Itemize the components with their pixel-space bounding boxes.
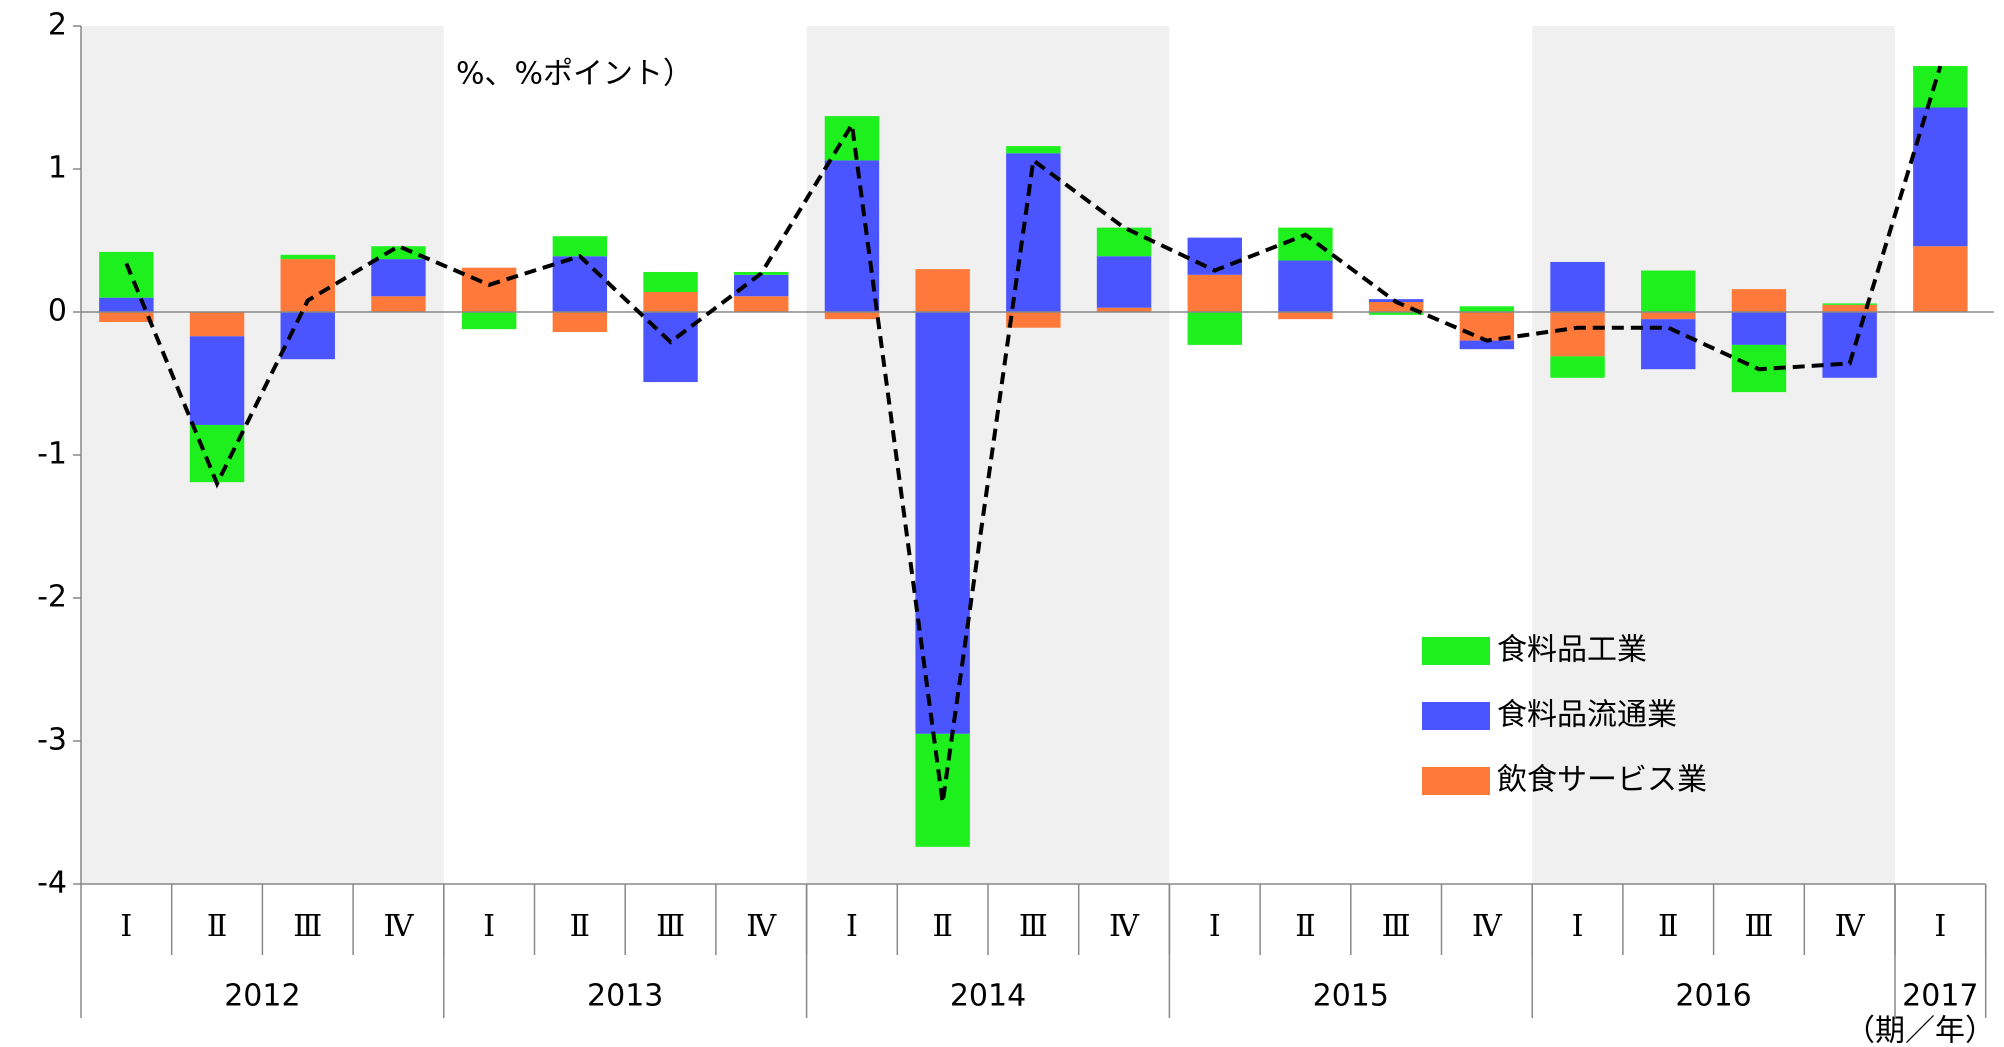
year-label: 2017 xyxy=(1902,979,1978,1014)
bar xyxy=(915,312,970,734)
bar xyxy=(1913,107,1968,247)
legend-label: 食料品流通業 xyxy=(1497,698,1677,733)
bar xyxy=(1006,312,1061,328)
x-tick-label: Ⅲ xyxy=(656,909,685,944)
bar xyxy=(915,269,970,312)
bar xyxy=(552,312,608,333)
bar xyxy=(371,259,426,297)
bar xyxy=(734,274,789,297)
bar xyxy=(1278,312,1333,320)
bar xyxy=(1096,227,1152,257)
bar xyxy=(1822,303,1877,305)
bar xyxy=(552,256,608,312)
x-tick-label: Ⅳ xyxy=(1835,909,1866,944)
y-tick-label: -2 xyxy=(37,580,67,615)
bar xyxy=(1913,66,1968,108)
bar xyxy=(1550,312,1605,357)
x-tick-label: Ⅱ xyxy=(1295,909,1315,944)
bar xyxy=(371,246,426,260)
bar xyxy=(1368,301,1424,312)
year-label: 2015 xyxy=(1313,979,1389,1014)
bar xyxy=(1187,312,1242,345)
x-tick-label: Ⅳ xyxy=(1109,909,1140,944)
y-tick-label: 1 xyxy=(48,151,67,186)
x-tick-label: Ⅱ xyxy=(207,909,227,944)
bar xyxy=(1459,340,1515,350)
year-label: 2013 xyxy=(587,979,663,1014)
y-tick-label: 0 xyxy=(48,294,67,329)
x-unit-label: （期／年） xyxy=(1845,1014,1995,1047)
bar xyxy=(1641,319,1696,370)
bar xyxy=(1187,274,1242,312)
x-tick-label: Ⅱ xyxy=(570,909,590,944)
x-tick-label: Ⅲ xyxy=(1019,909,1048,944)
year-band xyxy=(1532,26,1895,884)
legend-swatch xyxy=(1422,702,1490,730)
x-tick-label: Ⅰ xyxy=(120,909,132,944)
x-tick-label: Ⅳ xyxy=(1472,909,1503,944)
x-tick-label: Ⅳ xyxy=(383,909,414,944)
bar xyxy=(1550,261,1605,312)
x-tick-label: Ⅱ xyxy=(1658,909,1678,944)
bar xyxy=(1731,312,1787,345)
bar xyxy=(1096,256,1152,308)
bar xyxy=(1641,270,1696,312)
bar xyxy=(824,312,880,320)
year-label: 2016 xyxy=(1675,979,1751,1014)
bar xyxy=(1913,246,1968,312)
bar xyxy=(1822,312,1877,378)
bar xyxy=(1459,306,1515,312)
bar xyxy=(1459,312,1515,341)
bar xyxy=(1096,307,1152,312)
legend-label: 食料品工業 xyxy=(1497,633,1647,668)
year-label: 2014 xyxy=(950,979,1026,1014)
x-tick-label: Ⅰ xyxy=(1572,909,1584,944)
bar xyxy=(99,312,154,323)
bar xyxy=(734,296,789,312)
bar xyxy=(189,336,245,425)
bar xyxy=(371,296,426,312)
x-tick-label: Ⅰ xyxy=(1209,909,1221,944)
y-tick-label: -1 xyxy=(37,437,67,472)
bar xyxy=(643,271,698,292)
x-tick-label: Ⅲ xyxy=(1382,909,1411,944)
x-tick-label: Ⅲ xyxy=(293,909,322,944)
x-tick-label: Ⅲ xyxy=(1744,909,1773,944)
bar xyxy=(1006,146,1061,154)
y-tick-label: -3 xyxy=(37,723,67,758)
x-tick-label: Ⅰ xyxy=(846,909,858,944)
bar xyxy=(1731,289,1787,312)
legend-swatch xyxy=(1422,767,1490,795)
bar xyxy=(461,267,517,312)
bar xyxy=(189,312,245,337)
x-tick-label: Ⅱ xyxy=(932,909,952,944)
bar xyxy=(643,291,698,312)
bar xyxy=(1822,304,1877,312)
total-line xyxy=(124,65,1943,803)
legend-swatch xyxy=(1422,637,1490,665)
bar xyxy=(99,251,154,298)
bar xyxy=(824,160,880,312)
bar xyxy=(1368,312,1424,315)
y-tick-label: -4 xyxy=(37,866,67,901)
x-tick-label: Ⅳ xyxy=(746,909,777,944)
bar xyxy=(189,424,245,483)
y-tick-label: 2 xyxy=(48,8,67,43)
x-tick-label: Ⅰ xyxy=(1934,909,1946,944)
bar xyxy=(461,312,517,330)
legend-label: 飲食サービス業 xyxy=(1497,763,1707,798)
bar xyxy=(1550,356,1605,378)
bar xyxy=(552,236,608,257)
bar xyxy=(280,254,335,260)
year-label: 2012 xyxy=(224,979,300,1014)
bar xyxy=(1641,312,1696,320)
x-tick-label: Ⅰ xyxy=(483,909,495,944)
bar xyxy=(1278,260,1333,312)
year-band xyxy=(81,26,444,884)
